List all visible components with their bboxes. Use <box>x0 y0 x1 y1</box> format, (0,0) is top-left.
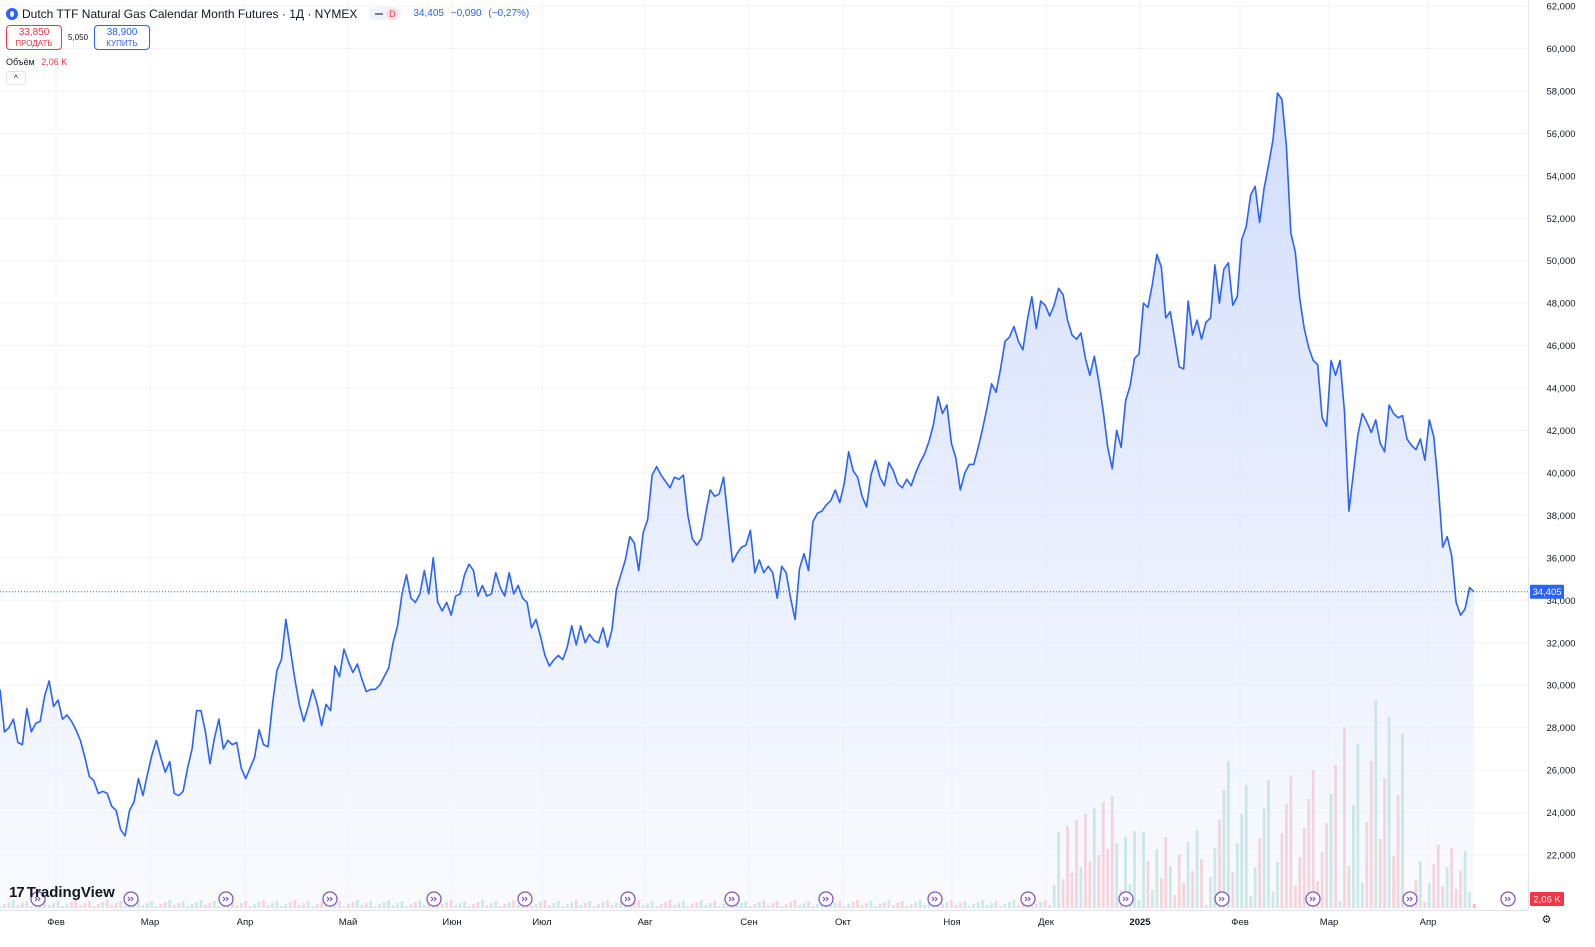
volume-value: 2,06 K <box>41 57 68 67</box>
volume-tag <box>1530 892 1564 906</box>
time-scale-svg: Фев Мар Апр Май Июн Июл Авг Сен Окт Ноя Дек 2025 Фев… <box>47 917 1437 928</box>
collapse-legend-button[interactable]: ^ <box>6 71 26 85</box>
price-tick-label: 26,000 <box>1546 766 1575 777</box>
price-tick-label: 38,000 <box>1546 511 1575 522</box>
time-tick-label: Дек <box>1038 917 1055 928</box>
gas-flame-icon <box>6 7 18 20</box>
event-marker-icon[interactable] <box>218 891 234 907</box>
event-marker-icon[interactable] <box>620 891 636 907</box>
event-marker-icon[interactable] <box>1118 891 1134 907</box>
time-tick-label: Май <box>339 917 358 928</box>
event-marker-icon[interactable] <box>927 891 943 907</box>
price-change: −0,090 <box>450 8 482 19</box>
event-marker-icon[interactable] <box>123 891 139 907</box>
event-marker-icon[interactable] <box>1402 891 1418 907</box>
price-scale-svg: 62,000 60,000 58,000 56,000 54,000 52,000 50,0… <box>1530 2 1576 906</box>
price-tick-label: 34,000 <box>1546 596 1575 607</box>
price-tick-label: 32,000 <box>1546 638 1575 649</box>
volume-tag-label: 2,06 K <box>1533 895 1561 906</box>
sell-button[interactable]: 33,850 ПРОДАТЬ <box>6 25 62 50</box>
time-scale[interactable]: Фев Мар Апр Май Июн Июл Авг Сен Окт Ноя Дек 2025 Фев… <box>0 910 1528 946</box>
event-marker-icon[interactable] <box>517 891 533 907</box>
price-tick-label: 60,000 <box>1546 44 1575 55</box>
price-scale[interactable]: 62,000 60,000 58,000 56,000 54,000 52,000 50,0… <box>1528 0 1595 910</box>
time-tick-label: Фев <box>47 917 65 928</box>
last-price-tag <box>1530 584 1564 599</box>
visibility-pill[interactable]: D <box>369 7 402 20</box>
price-tick-label: 30,000 <box>1546 681 1575 692</box>
settings-gear-icon[interactable]: ⚙ <box>1541 914 1552 926</box>
symbol-title-row: Dutch TTF Natural Gas Calendar Month Fut… <box>6 6 533 21</box>
time-tick-label: Сен <box>740 917 757 928</box>
quote-readout: 34,405 −0,090 (−0,27%) <box>413 8 533 19</box>
hide-icon[interactable] <box>375 12 384 15</box>
price-tick-label: 54,000 <box>1546 171 1575 182</box>
tradingview-mark-icon: 17 <box>9 884 25 901</box>
event-marker-icon[interactable] <box>724 891 740 907</box>
trade-buttons: 33,850 ПРОДАТЬ 5,050 38,900 КУПИТЬ <box>6 25 533 50</box>
sell-label: ПРОДАТЬ <box>15 39 53 48</box>
time-tick-label: Апр <box>237 917 254 928</box>
event-marker-icon[interactable] <box>818 891 834 907</box>
time-tick-label: 2025 <box>1129 917 1151 928</box>
price-tick-label: 42,000 <box>1546 426 1575 437</box>
time-tick-label: Мар <box>1320 917 1339 928</box>
price-tick-label: 52,000 <box>1546 214 1575 225</box>
event-marker-icon[interactable] <box>1020 891 1036 907</box>
price-tick-label: 48,000 <box>1546 299 1575 310</box>
price-tick-label: 62,000 <box>1546 2 1575 13</box>
event-marker-icon[interactable] <box>1500 891 1516 907</box>
event-marker-icon[interactable] <box>30 891 46 907</box>
time-tick-label: Фев <box>1231 917 1249 928</box>
price-chart[interactable] <box>0 0 1528 910</box>
price-line <box>0 92 1475 837</box>
event-marker-icon[interactable] <box>426 891 442 907</box>
spread-value: 5,050 <box>68 33 89 42</box>
time-tick-label: Мар <box>141 917 160 928</box>
price-tick-label: 40,000 <box>1546 468 1575 479</box>
chart-pane[interactable] <box>0 0 1528 910</box>
interval-tag: D <box>386 7 399 20</box>
price-tick-label: 22,000 <box>1546 851 1575 862</box>
time-tick-label: Ноя <box>943 917 960 928</box>
time-tick-label: Окт <box>835 917 852 928</box>
price-tick-label: 58,000 <box>1546 86 1575 97</box>
price-tick-label: 46,000 <box>1546 341 1575 352</box>
buy-label: КУПИТЬ <box>106 39 138 48</box>
sell-price: 33,850 <box>18 27 50 38</box>
event-marker-icon[interactable] <box>322 891 338 907</box>
buy-button[interactable]: 38,900 КУПИТЬ <box>94 25 151 50</box>
last-price: 34,405 <box>413 8 444 19</box>
event-marker-icon[interactable] <box>1214 891 1230 907</box>
price-tick-label: 24,000 <box>1546 808 1575 819</box>
price-area-fill <box>0 93 1474 910</box>
price-tick-label: 28,000 <box>1546 723 1575 734</box>
buy-price: 38,900 <box>106 27 138 38</box>
volume-label: Объём <box>6 57 35 67</box>
tradingview-logo[interactable]: 17 TradingView <box>9 884 115 901</box>
chart-legend: Dutch TTF Natural Gas Calendar Month Fut… <box>6 6 533 85</box>
time-tick-label: Авг <box>638 917 653 928</box>
symbol-title[interactable]: Dutch TTF Natural Gas Calendar Month Fut… <box>22 6 358 21</box>
time-tick-label: Июн <box>442 917 461 928</box>
time-tick-label: Июл <box>532 917 551 928</box>
time-tick-label: Апр <box>1420 917 1437 928</box>
price-tick-label: 50,000 <box>1546 256 1575 267</box>
tradingview-wordmark: TradingView <box>26 884 115 901</box>
last-price-tag-label: 34,405 <box>1532 587 1561 598</box>
price-tick-label: 56,000 <box>1546 129 1575 140</box>
volume-legend[interactable]: Объём 2,06 K <box>6 57 533 67</box>
event-marker-icon[interactable] <box>1305 891 1321 907</box>
price-tick-label: 36,000 <box>1546 553 1575 564</box>
price-change-pct: (−0,27%) <box>488 8 530 19</box>
price-tick-label: 44,000 <box>1546 384 1575 395</box>
